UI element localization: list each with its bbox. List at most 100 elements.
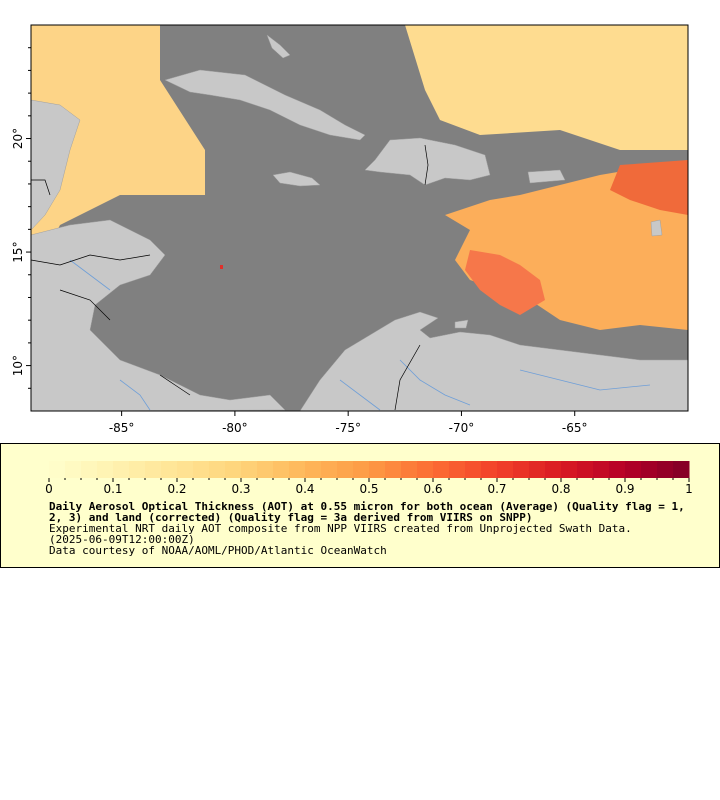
- y-tick-label: 10°: [11, 355, 25, 376]
- river: [339, 379, 381, 411]
- colorbar-cell: [369, 461, 386, 478]
- colorbar-cell: [561, 461, 578, 478]
- country-border: [394, 344, 421, 411]
- colorbar-cells: [49, 461, 690, 478]
- colorbar: 0 0.1 0.2 0.3 0.4 0.5 0.6 0.7 0.8 0.9 1: [45, 461, 693, 496]
- colorbar-cell: [449, 461, 466, 478]
- colorbar-cell: [337, 461, 354, 478]
- country-border: [59, 289, 111, 321]
- colorbar-tick-label: 0.8: [551, 482, 570, 496]
- country-border: [30, 254, 151, 266]
- colorbar-cell: [513, 461, 530, 478]
- map-frame: [30, 24, 689, 412]
- colorbar-tick-label: 0.6: [423, 482, 442, 496]
- country-border: [424, 144, 429, 186]
- colorbar-cell: [401, 461, 418, 478]
- river: [119, 379, 151, 411]
- land-bahamas: [266, 34, 291, 59]
- land-jamaica: [272, 171, 321, 187]
- colorbar-cell: [417, 461, 434, 478]
- colorbar-cell: [497, 461, 514, 478]
- land-yucatan: [30, 99, 81, 231]
- land-small-island-1: [454, 319, 469, 329]
- land-cuba: [164, 69, 366, 141]
- land-puerto-rico: [527, 169, 566, 184]
- colorbar-tick-label: 0.7: [487, 482, 506, 496]
- colorbar-cell: [577, 461, 594, 478]
- country-border: [31, 179, 51, 196]
- land-central-america: [30, 219, 286, 412]
- colorbar-cell: [657, 461, 674, 478]
- colorbar-tick-label: 0.4: [295, 482, 314, 496]
- colorbar-cell: [353, 461, 370, 478]
- colorbar-tick-label: 0.5: [359, 482, 378, 496]
- river: [399, 359, 471, 406]
- colorbar-cell: [609, 461, 626, 478]
- colorbar-cell: [481, 461, 498, 478]
- colorbar-cell: [177, 461, 194, 478]
- x-tick-label: -85°: [109, 421, 135, 435]
- colorbar-cell: [145, 461, 162, 478]
- colorbar-cell: [673, 461, 690, 478]
- colorbar-cell: [225, 461, 242, 478]
- aot-high-region-2: [610, 160, 688, 215]
- colorbar-cell: [289, 461, 306, 478]
- legend-timestamp: (2025-06-09T12:00:00Z): [49, 533, 195, 546]
- colorbar-tick-label: 0.1: [103, 482, 122, 496]
- legend-credit: Data courtesy of NOAA/AOML/PHOD/Atlantic…: [49, 544, 387, 557]
- land-small-island-2: [650, 219, 663, 237]
- legend-panel: 0 0.1 0.2 0.3 0.4 0.5 0.6 0.7 0.8 0.9 1 Daily Aero…: [0, 443, 720, 568]
- aot-high-region-1: [465, 250, 545, 315]
- aot-gulf-region: [31, 25, 205, 260]
- colorbar-cell: [529, 461, 546, 478]
- colorbar-tick-label: 0: [45, 482, 53, 496]
- colorbar-tick-label: 0.2: [167, 482, 186, 496]
- colorbar-cell: [81, 461, 98, 478]
- colorbar-ticks: 0 0.1 0.2 0.3 0.4 0.5 0.6 0.7 0.8 0.9 1: [45, 478, 693, 496]
- legend-title: Daily Aerosol Optical Thickness (AOT) at…: [49, 500, 685, 524]
- legend-text: Daily Aerosol Optical Thickness (AOT) at…: [49, 501, 689, 556]
- colorbar-cell: [625, 461, 642, 478]
- colorbar-cell: [641, 461, 658, 478]
- aot-isolated-pixel: [220, 265, 223, 269]
- legend-description: Experimental NRT daily AOT composite fro…: [49, 522, 632, 535]
- land-south-america: [299, 311, 689, 412]
- aot-atlantic-north-region: [405, 25, 688, 150]
- map-border: [30, 24, 689, 412]
- colorbar-cell: [321, 461, 338, 478]
- colorbar-cell: [129, 461, 146, 478]
- colorbar-cell: [305, 461, 322, 478]
- y-tick-label: 20°: [11, 128, 25, 149]
- colorbar-cell: [593, 461, 610, 478]
- colorbar-cell: [49, 461, 66, 478]
- colorbar-tick-label: 0.9: [615, 482, 634, 496]
- colorbar-cell: [433, 461, 450, 478]
- aot-map: -85° -80° -75° -70° -65° 20° 15° 10°: [11, 24, 689, 435]
- colorbar-cell: [257, 461, 274, 478]
- border-layer: [30, 144, 429, 411]
- colorbar-tick-label: 0.3: [231, 482, 250, 496]
- colorbar-cell: [65, 461, 82, 478]
- x-axis: -85° -80° -75° -70° -65°: [109, 411, 588, 435]
- colorbar-cell: [97, 461, 114, 478]
- colorbar-tick-label: 1: [685, 482, 693, 496]
- river: [69, 259, 111, 291]
- colorbar-cell: [465, 461, 482, 478]
- x-tick-label: -65°: [562, 421, 588, 435]
- colorbar-cell: [241, 461, 258, 478]
- y-axis: 20° 15° 10°: [11, 47, 31, 389]
- colorbar-cell: [209, 461, 226, 478]
- colorbar-cell: [113, 461, 130, 478]
- colorbar-cell: [193, 461, 210, 478]
- x-tick-label: -80°: [222, 421, 248, 435]
- river: [519, 369, 651, 391]
- colorbar-cell: [161, 461, 178, 478]
- colorbar-cell: [545, 461, 562, 478]
- x-tick-label: -75°: [335, 421, 361, 435]
- colorbar-cell: [273, 461, 290, 478]
- x-tick-label: -70°: [449, 421, 475, 435]
- land-layer: [30, 34, 689, 412]
- river-layer: [69, 259, 651, 411]
- y-tick-label: 15°: [11, 241, 25, 262]
- colorbar-cell: [385, 461, 402, 478]
